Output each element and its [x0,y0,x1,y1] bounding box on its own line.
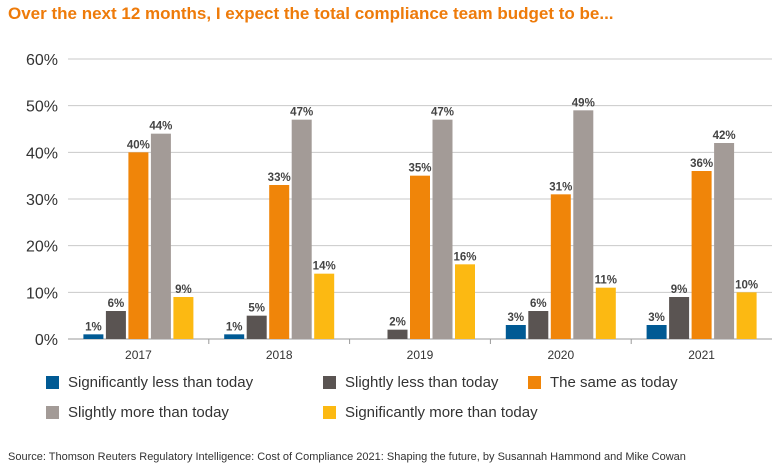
bar [128,152,149,339]
data-label: 1% [226,321,243,333]
bar [505,325,526,339]
legend-swatch [46,406,59,419]
bar [246,315,267,339]
data-label: 9% [671,284,688,296]
bar [432,119,453,340]
bar [291,119,312,340]
legend-item-slightly-less: Slightly less than today [323,374,498,391]
legend-swatch [323,406,336,419]
bar [410,175,430,339]
chart-title: Over the next 12 months, I expect the to… [8,4,614,23]
data-label: 31% [549,181,572,193]
data-label: 47% [431,107,454,119]
bar [550,194,571,339]
y-tick-label: 50% [26,99,58,116]
y-tick-label: 60% [26,52,58,69]
bar [669,297,690,339]
legend-item-same: The same as today [528,374,678,391]
x-tick-label: 2018 [266,348,293,362]
x-tick-label: 2021 [688,348,715,362]
bar [83,334,104,339]
bar [691,171,712,339]
bar [455,264,475,339]
data-label: 49% [572,97,595,109]
bar [736,292,757,339]
bar [173,297,194,339]
legend-swatch [46,376,59,389]
bar [387,329,408,339]
data-label: 47% [290,107,313,119]
data-label: 36% [690,158,713,170]
legend: Significantly less than today Slightly l… [46,374,746,424]
legend-item-significantly-more: Significantly more than today [323,404,538,421]
bar [269,185,290,339]
bar [595,287,616,339]
source-note: Source: Thomson Reuters Regulatory Intel… [8,451,686,463]
bar-chart: 0% 10% 20% 30% 40% 50% 60% 2017 1% 6% 40% 44% 9% 2018… [26,52,772,362]
bar [105,311,126,339]
bar [528,311,549,339]
x-tick-label: 2019 [407,348,434,362]
legend-label: Slightly less than today [345,374,499,391]
legend-swatch [323,376,336,389]
data-label: 1% [85,321,102,333]
data-label: 3% [648,312,665,324]
bar [714,143,735,339]
y-tick-label: 20% [26,239,58,256]
y-tick-label: 0% [35,332,58,349]
y-tick-label: 10% [26,285,58,302]
data-label: 35% [408,163,431,175]
y-tick-label: 30% [26,192,58,209]
data-label: 14% [313,261,336,273]
data-label: 40% [127,139,150,151]
x-tick-label: 2020 [547,348,574,362]
bar [646,325,667,339]
data-label: 3% [507,312,524,324]
bar [150,133,171,339]
legend-label: The same as today [550,374,678,391]
data-label: 5% [248,303,265,315]
bar [573,110,594,339]
data-label: 10% [735,279,758,291]
legend-label: Significantly less than today [68,374,254,391]
data-label: 9% [175,284,192,296]
data-label: 6% [108,298,125,310]
x-tick-label: 2017 [125,348,152,362]
data-label: 42% [713,130,736,142]
bar [314,273,335,339]
bar [224,334,245,339]
data-label: 16% [453,251,476,263]
data-label: 11% [595,275,617,287]
legend-item-significantly-less: Significantly less than today [46,374,253,391]
y-tick-label: 40% [26,145,58,162]
legend-item-slightly-more: Slightly more than today [46,404,229,421]
data-label: 2% [389,317,406,329]
data-label: 6% [530,298,547,310]
legend-label: Significantly more than today [345,404,538,421]
legend-label: Slightly more than today [68,404,229,421]
data-label: 44% [149,121,172,133]
legend-swatch [528,376,541,389]
data-label: 33% [268,172,291,184]
